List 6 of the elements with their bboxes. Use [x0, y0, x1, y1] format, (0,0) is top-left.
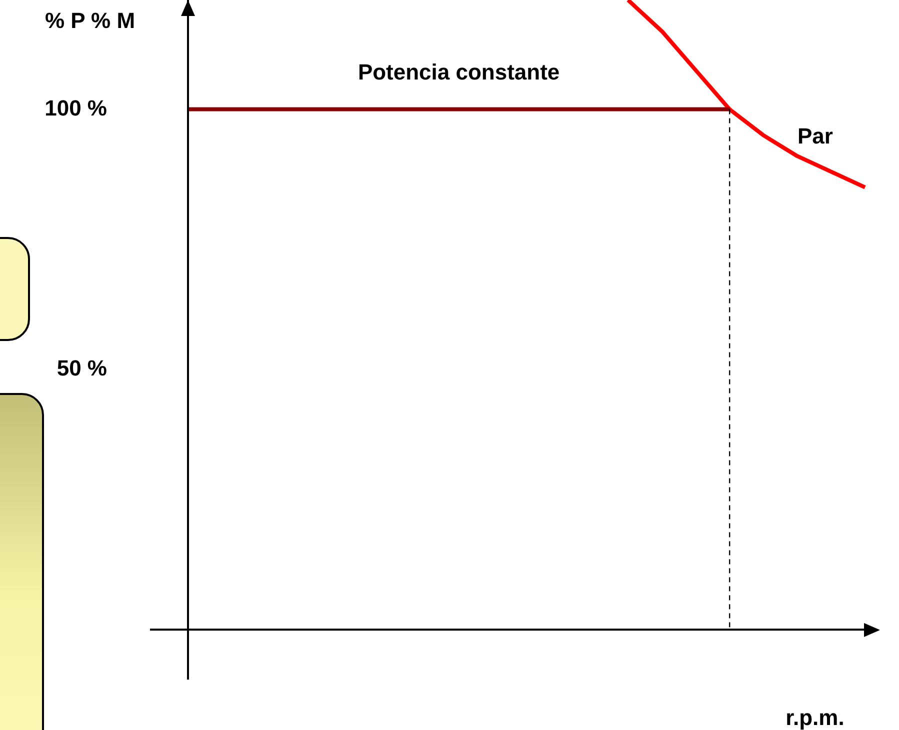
y-axis-title: % P % M — [44, 8, 136, 34]
y-tick-label: 100 % — [44, 95, 107, 120]
series-label: Potencia constante — [358, 59, 560, 84]
x-axis-title: r.p.m. — [786, 705, 844, 730]
series-label: Par — [797, 123, 834, 148]
y-tick-label: 50 % — [56, 356, 107, 381]
